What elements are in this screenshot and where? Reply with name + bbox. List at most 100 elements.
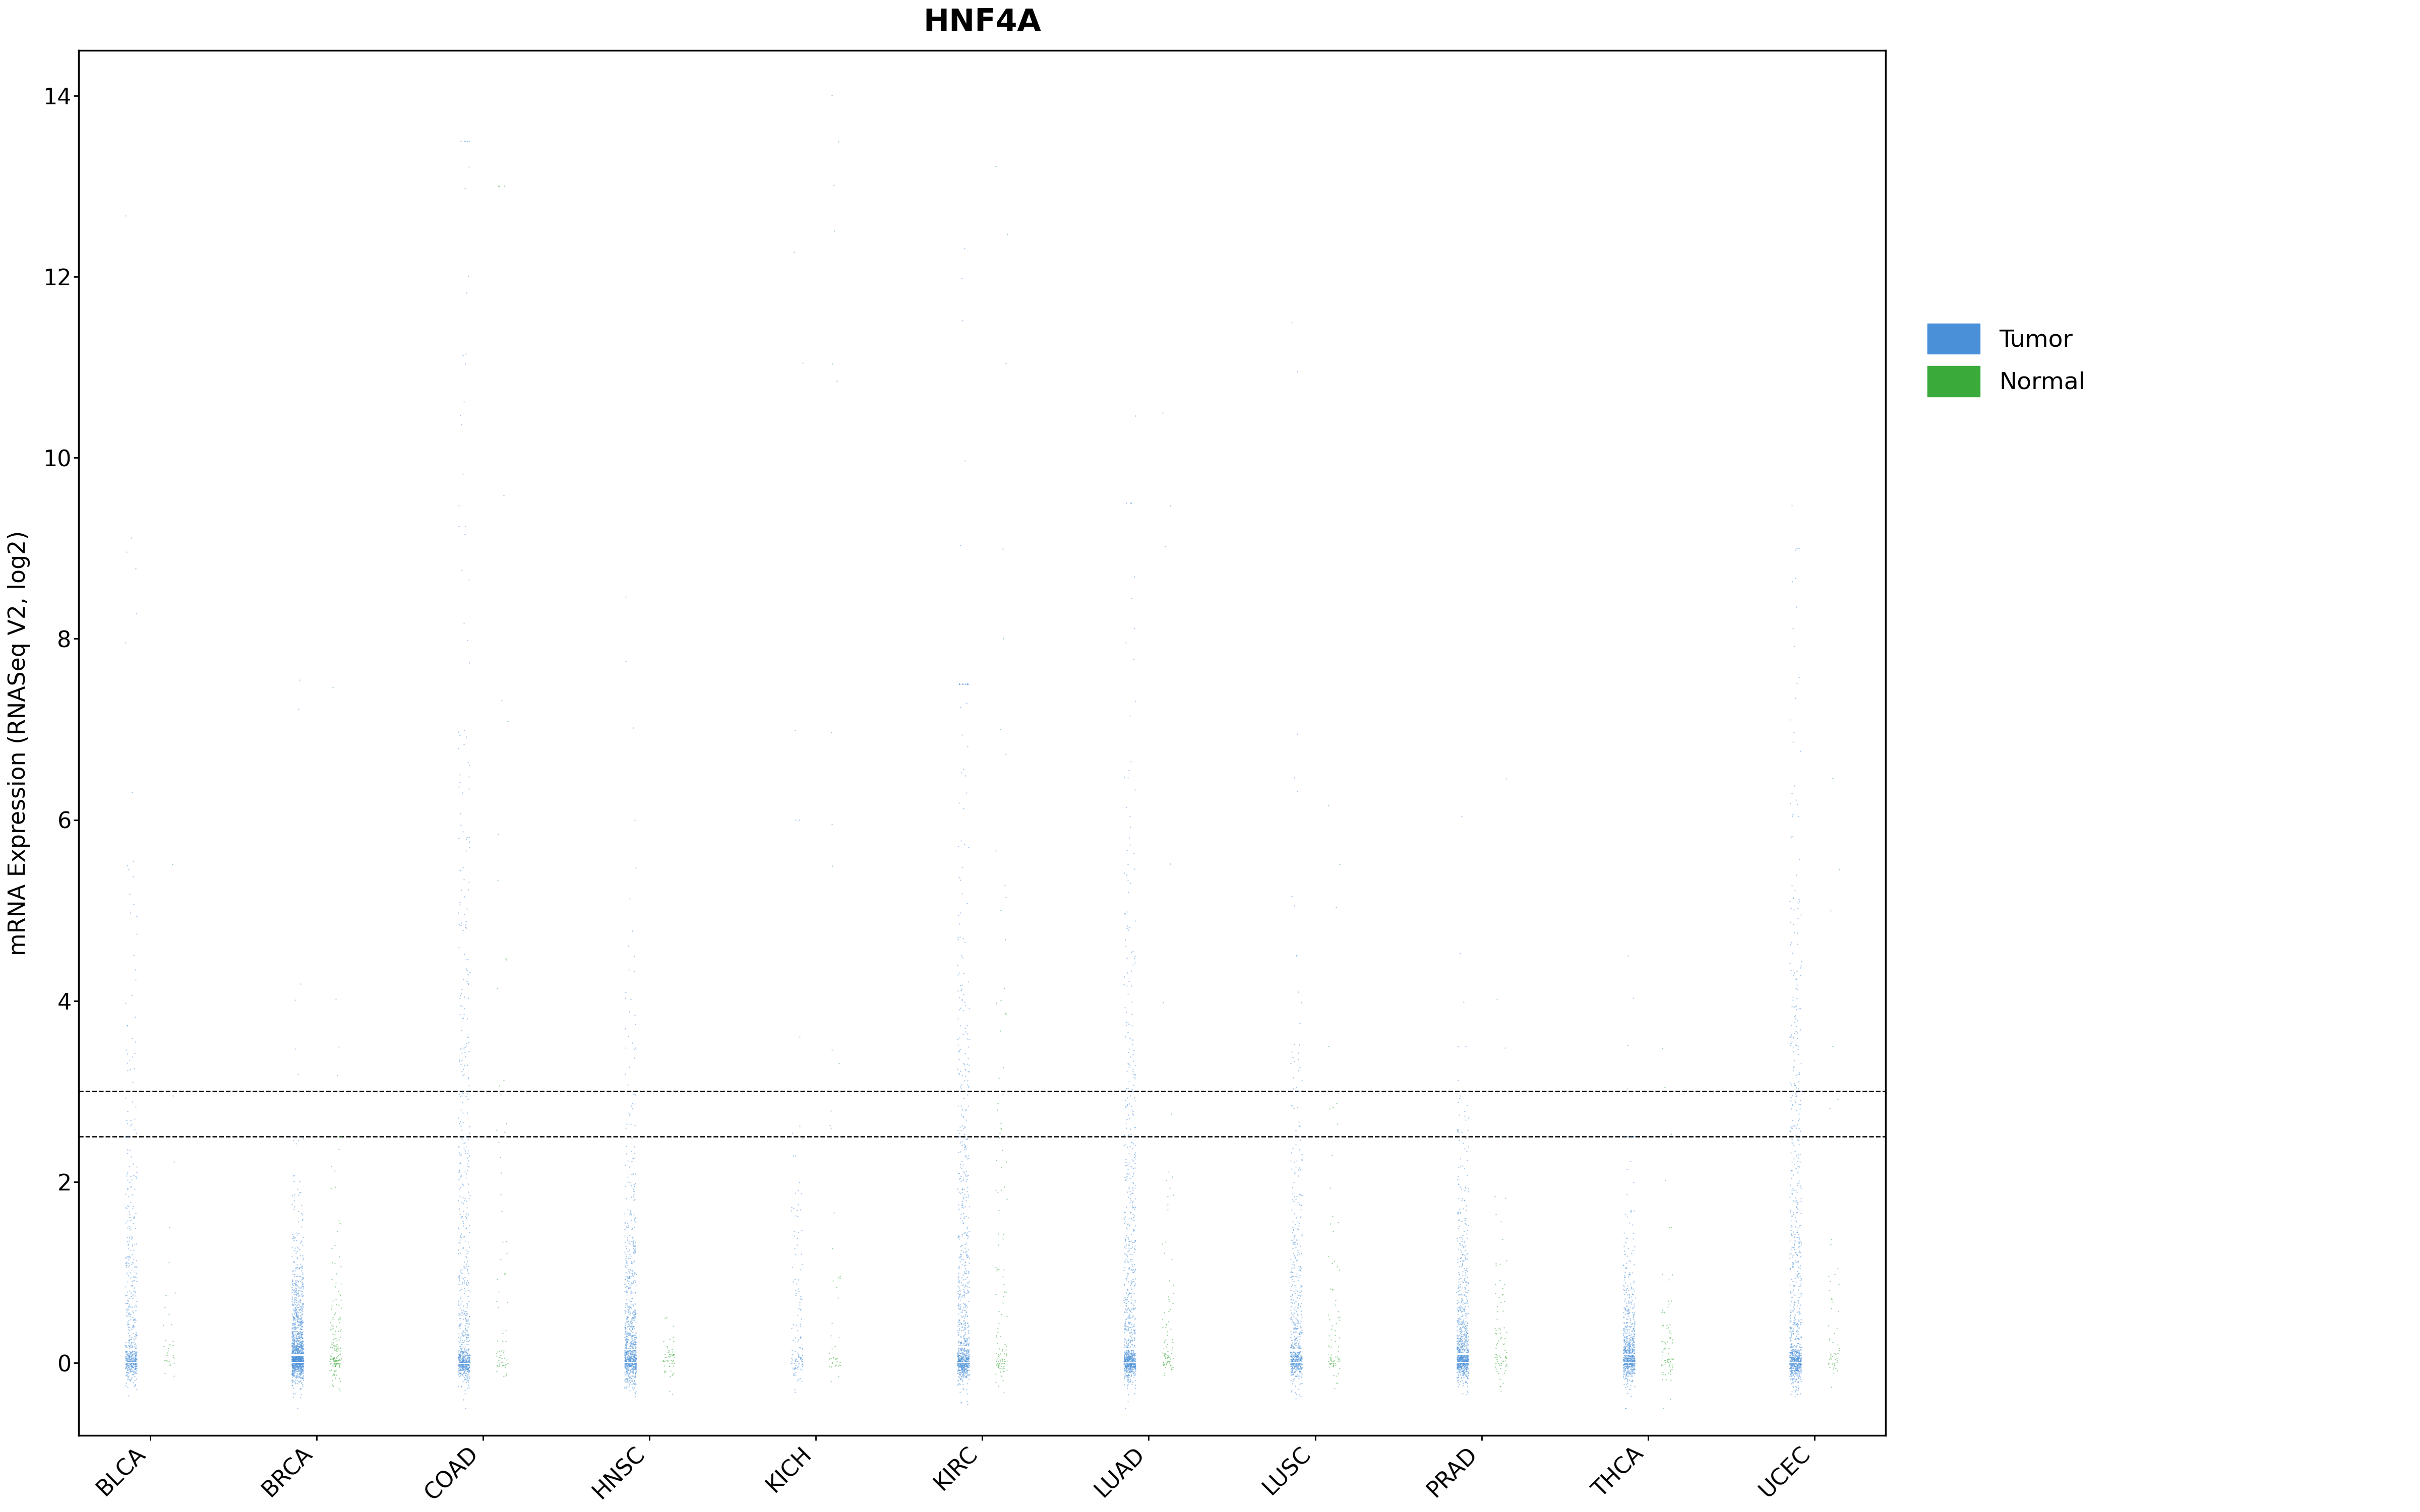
- Point: [440, 1314, 479, 1338]
- Point: [1113, 1343, 1152, 1367]
- Point: [1776, 1341, 1815, 1365]
- Point: [610, 1261, 649, 1285]
- Point: [1440, 1347, 1479, 1371]
- Point: [612, 1347, 651, 1371]
- Point: [1275, 1346, 1314, 1370]
- Point: [1609, 1349, 1648, 1373]
- Point: [111, 1349, 150, 1373]
- Point: [1278, 1344, 1316, 1368]
- Point: [1278, 1058, 1316, 1083]
- Point: [1445, 1282, 1483, 1306]
- Point: [315, 1288, 353, 1312]
- Point: [1273, 1368, 1312, 1393]
- Point: [1779, 1341, 1817, 1365]
- Point: [278, 1343, 317, 1367]
- Point: [448, 1128, 486, 1152]
- Point: [114, 1269, 152, 1293]
- Point: [273, 1347, 312, 1371]
- Point: [1643, 1340, 1682, 1364]
- Point: [1607, 1317, 1646, 1341]
- Point: [281, 1350, 319, 1374]
- Point: [1776, 1358, 1815, 1382]
- Point: [106, 1362, 145, 1387]
- Point: [1111, 1182, 1150, 1207]
- Point: [315, 1321, 353, 1346]
- Point: [1275, 1335, 1314, 1359]
- Point: [273, 1325, 312, 1349]
- Point: [615, 1188, 653, 1213]
- Point: [1612, 1355, 1650, 1379]
- Point: [1771, 1321, 1810, 1346]
- Point: [617, 1350, 656, 1374]
- Point: [448, 1299, 486, 1323]
- Point: [1108, 947, 1147, 971]
- Point: [1609, 1341, 1648, 1365]
- Point: [448, 1318, 486, 1343]
- Point: [273, 1305, 312, 1329]
- Point: [281, 1306, 319, 1331]
- Point: [1776, 1075, 1815, 1099]
- Point: [278, 1128, 317, 1152]
- Point: [276, 1344, 315, 1368]
- Point: [944, 671, 983, 696]
- Point: [114, 1057, 152, 1081]
- Point: [1111, 1356, 1150, 1380]
- Point: [1108, 1037, 1147, 1061]
- Point: [651, 1347, 690, 1371]
- Point: [1273, 1237, 1312, 1261]
- Point: [605, 1116, 644, 1140]
- Point: [278, 1337, 317, 1361]
- Point: [1771, 1364, 1810, 1388]
- Point: [1781, 1335, 1820, 1359]
- Point: [1604, 1264, 1643, 1288]
- Point: [443, 780, 482, 804]
- Point: [1450, 1347, 1488, 1371]
- Point: [615, 1371, 653, 1396]
- Point: [1476, 1281, 1515, 1305]
- Point: [980, 1356, 1019, 1380]
- Point: [1447, 1365, 1486, 1390]
- Point: [1612, 1352, 1650, 1376]
- Point: [1275, 1350, 1314, 1374]
- Point: [109, 1361, 148, 1385]
- Point: [1116, 1368, 1154, 1393]
- Point: [949, 1364, 987, 1388]
- Point: [1113, 1098, 1152, 1122]
- Point: [1440, 1334, 1479, 1358]
- Point: [273, 1303, 312, 1328]
- Point: [319, 1306, 358, 1331]
- Point: [114, 1090, 152, 1114]
- Point: [1442, 1325, 1481, 1349]
- Point: [1275, 1278, 1314, 1302]
- Point: [450, 1305, 489, 1329]
- Point: [1607, 1359, 1646, 1383]
- Point: [278, 1359, 317, 1383]
- Point: [615, 1347, 653, 1371]
- Point: [1116, 564, 1154, 588]
- Point: [114, 1250, 152, 1275]
- Point: [1604, 1343, 1643, 1367]
- Point: [283, 1326, 322, 1350]
- Point: [276, 1300, 315, 1325]
- Point: [1113, 1329, 1152, 1353]
- Point: [1776, 1353, 1815, 1377]
- Point: [1106, 999, 1145, 1024]
- Point: [1113, 1352, 1152, 1376]
- Point: [1771, 1356, 1810, 1380]
- Point: [1604, 1346, 1643, 1370]
- Point: [1106, 1297, 1145, 1321]
- Point: [1609, 1346, 1648, 1370]
- Point: [939, 1349, 978, 1373]
- Point: [646, 1359, 685, 1383]
- Point: [1609, 1361, 1648, 1385]
- Point: [273, 1320, 312, 1344]
- Point: [276, 1270, 315, 1294]
- Point: [278, 1353, 317, 1377]
- Point: [443, 1356, 482, 1380]
- Point: [1604, 1296, 1643, 1320]
- Point: [941, 1096, 980, 1120]
- Point: [111, 1340, 150, 1364]
- Point: [612, 1332, 651, 1356]
- Point: [278, 1264, 317, 1288]
- Point: [1273, 1241, 1312, 1266]
